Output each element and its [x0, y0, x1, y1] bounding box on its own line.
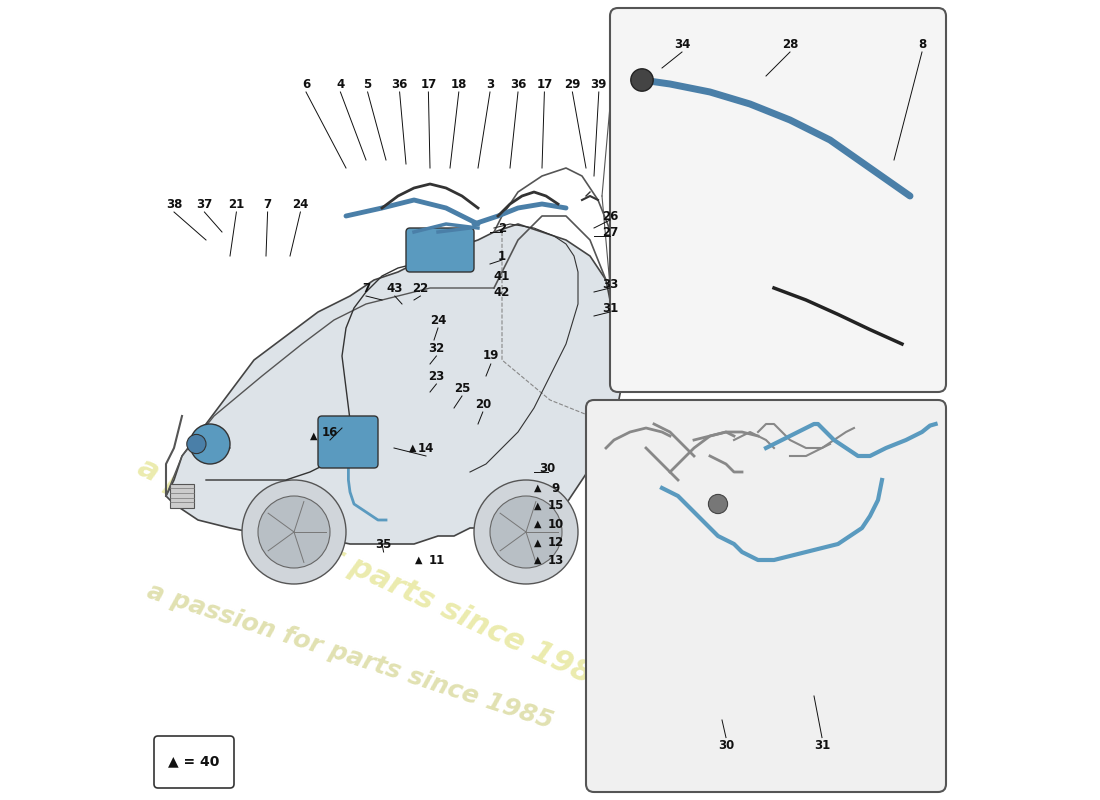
Text: 33: 33: [602, 278, 618, 290]
Text: 26: 26: [602, 210, 618, 222]
FancyBboxPatch shape: [318, 416, 378, 468]
Text: 7: 7: [362, 282, 370, 294]
Text: 30: 30: [718, 739, 734, 752]
Text: 22: 22: [412, 282, 429, 294]
Circle shape: [708, 494, 727, 514]
Text: 18: 18: [451, 78, 468, 90]
Text: 4: 4: [337, 78, 344, 90]
Text: 17: 17: [537, 78, 552, 90]
Text: 16: 16: [322, 426, 338, 438]
FancyBboxPatch shape: [154, 736, 234, 788]
Text: 15: 15: [548, 499, 564, 512]
Text: 34: 34: [674, 38, 690, 50]
Text: 43: 43: [386, 282, 403, 294]
Text: 8: 8: [917, 38, 926, 50]
Text: 31: 31: [814, 739, 830, 752]
Text: 13: 13: [548, 554, 563, 566]
Text: 36: 36: [509, 78, 526, 90]
Text: 21: 21: [229, 198, 244, 210]
Text: ▲: ▲: [535, 483, 541, 493]
Text: 20: 20: [475, 398, 491, 410]
Text: 37: 37: [196, 198, 212, 210]
Text: 23: 23: [428, 370, 444, 382]
Text: ▲: ▲: [310, 431, 318, 441]
Circle shape: [187, 434, 206, 454]
Text: 7: 7: [264, 198, 272, 210]
Text: 32: 32: [428, 342, 444, 354]
Text: 41: 41: [494, 270, 510, 282]
Circle shape: [474, 480, 578, 584]
Text: 12: 12: [548, 536, 563, 549]
Text: 14: 14: [418, 442, 434, 454]
Text: 39: 39: [591, 78, 607, 90]
Text: a passion for parts since 1985: a passion for parts since 1985: [132, 453, 616, 699]
Text: 29: 29: [564, 78, 581, 90]
Text: 24: 24: [293, 198, 309, 210]
Text: 9: 9: [551, 482, 560, 494]
Text: 35: 35: [375, 538, 392, 550]
Text: 31: 31: [602, 302, 618, 314]
Text: 1: 1: [498, 250, 506, 262]
Text: ▲ = 40: ▲ = 40: [168, 754, 220, 769]
Circle shape: [630, 69, 653, 91]
FancyBboxPatch shape: [610, 8, 946, 392]
Polygon shape: [166, 224, 621, 544]
Circle shape: [242, 480, 346, 584]
Text: ▲: ▲: [409, 443, 416, 453]
Text: 30: 30: [539, 462, 556, 474]
Circle shape: [490, 496, 562, 568]
Text: 6: 6: [301, 78, 310, 90]
Text: 19: 19: [483, 350, 499, 362]
Text: 42: 42: [494, 286, 510, 298]
Circle shape: [258, 496, 330, 568]
Text: ▲: ▲: [535, 519, 541, 529]
Text: ▲: ▲: [535, 555, 541, 565]
Text: ▲: ▲: [535, 538, 541, 547]
Text: 36: 36: [392, 78, 408, 90]
Text: ▲: ▲: [415, 555, 422, 565]
Circle shape: [190, 424, 230, 464]
Text: a passion for parts since 1985: a passion for parts since 1985: [144, 579, 557, 733]
FancyBboxPatch shape: [406, 228, 474, 272]
FancyBboxPatch shape: [586, 400, 946, 792]
Text: 25: 25: [454, 382, 470, 394]
Text: 38: 38: [166, 198, 183, 210]
Text: 27: 27: [602, 226, 618, 238]
Text: ▲: ▲: [535, 501, 541, 510]
Text: 28: 28: [782, 38, 799, 50]
Text: 3: 3: [486, 78, 494, 90]
Text: 10: 10: [548, 518, 563, 530]
Text: 17: 17: [420, 78, 437, 90]
Polygon shape: [170, 484, 194, 508]
Text: 11: 11: [428, 554, 444, 566]
Text: 24: 24: [430, 314, 447, 326]
Text: 2: 2: [498, 222, 506, 234]
Text: 5: 5: [363, 78, 372, 90]
